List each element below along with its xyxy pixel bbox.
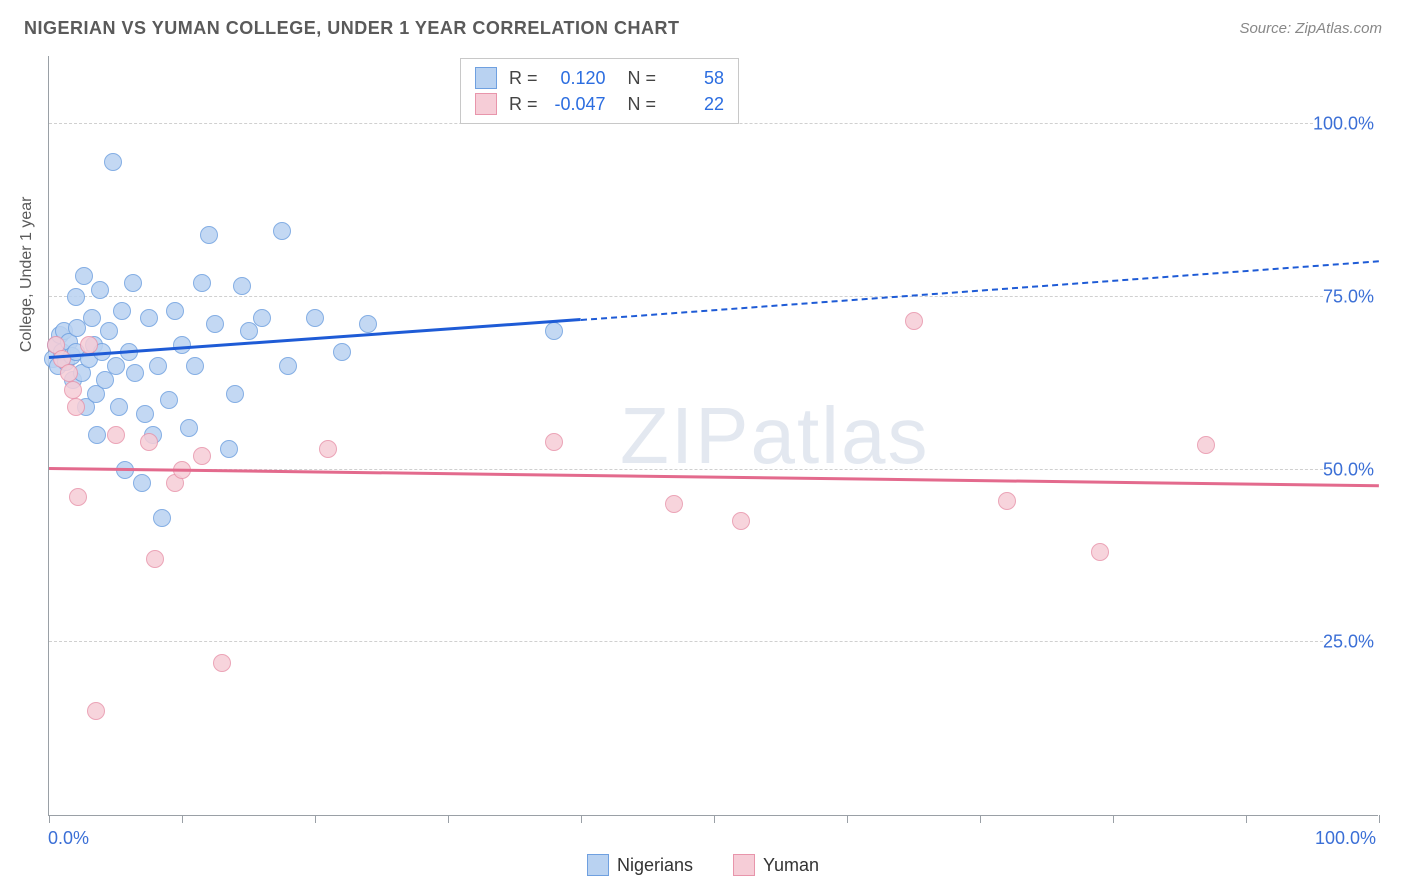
data-point (319, 440, 337, 458)
data-point (67, 288, 85, 306)
n-value: 22 (668, 94, 724, 115)
data-point (240, 322, 258, 340)
data-point (88, 426, 106, 444)
x-tick (182, 815, 183, 823)
data-point (306, 309, 324, 327)
data-point (126, 364, 144, 382)
correlation-legend: R = 0.120 N = 58 R = -0.047 N = 22 (460, 58, 739, 124)
data-point (193, 447, 211, 465)
data-point (67, 398, 85, 416)
r-label: R = (509, 68, 538, 89)
data-point (140, 309, 158, 327)
data-point (83, 309, 101, 327)
n-value: 58 (668, 68, 724, 89)
chart-title: NIGERIAN VS YUMAN COLLEGE, UNDER 1 YEAR … (24, 18, 680, 39)
source-credit: Source: ZipAtlas.com (1239, 20, 1382, 37)
data-point (253, 309, 271, 327)
data-point (153, 509, 171, 527)
data-point (359, 315, 377, 333)
data-point (905, 312, 923, 330)
data-point (60, 364, 78, 382)
y-tick-label: 100.0% (1313, 114, 1380, 135)
data-point (180, 419, 198, 437)
legend-label: Yuman (763, 855, 819, 876)
x-tick (581, 815, 582, 823)
data-point (998, 492, 1016, 510)
r-value: 0.120 (550, 68, 606, 89)
data-point (80, 336, 98, 354)
data-point (146, 550, 164, 568)
legend-swatch (733, 854, 755, 876)
data-point (64, 381, 82, 399)
chart-plot-area: 25.0% 50.0% 75.0% 100.0% (48, 56, 1378, 816)
data-point (166, 302, 184, 320)
data-point (273, 222, 291, 240)
data-point (732, 512, 750, 530)
data-point (107, 426, 125, 444)
n-label: N = (628, 94, 657, 115)
data-point (136, 405, 154, 423)
r-value: -0.047 (550, 94, 606, 115)
gridline (49, 641, 1378, 642)
data-point (113, 302, 131, 320)
trend-line (49, 467, 1379, 487)
x-axis-min-label: 0.0% (48, 828, 89, 849)
data-point (124, 274, 142, 292)
x-axis-max-label: 100.0% (1315, 828, 1376, 849)
legend-row: R = -0.047 N = 22 (475, 91, 724, 117)
data-point (100, 322, 118, 340)
data-point (104, 153, 122, 171)
data-point (545, 322, 563, 340)
data-point (200, 226, 218, 244)
legend-item: Yuman (733, 854, 819, 876)
x-tick (49, 815, 50, 823)
n-label: N = (628, 68, 657, 89)
legend-label: Nigerians (617, 855, 693, 876)
data-point (333, 343, 351, 361)
x-tick (1246, 815, 1247, 823)
legend-item: Nigerians (587, 854, 693, 876)
data-point (206, 315, 224, 333)
x-tick (448, 815, 449, 823)
x-tick (1113, 815, 1114, 823)
y-tick-label: 75.0% (1323, 286, 1380, 307)
x-tick (980, 815, 981, 823)
data-point (220, 440, 238, 458)
data-point (186, 357, 204, 375)
x-tick (714, 815, 715, 823)
data-point (226, 385, 244, 403)
data-point (133, 474, 151, 492)
series-legend: Nigerians Yuman (0, 854, 1406, 876)
x-tick (847, 815, 848, 823)
trend-line-extrapolated (581, 260, 1379, 321)
data-point (69, 488, 87, 506)
legend-swatch (587, 854, 609, 876)
data-point (213, 654, 231, 672)
gridline (49, 296, 1378, 297)
x-tick (315, 815, 316, 823)
data-point (87, 702, 105, 720)
data-point (107, 357, 125, 375)
data-point (665, 495, 683, 513)
data-point (110, 398, 128, 416)
y-axis-title: College, Under 1 year (18, 197, 36, 353)
data-point (545, 433, 563, 451)
y-tick-label: 25.0% (1323, 632, 1380, 653)
data-point (149, 357, 167, 375)
data-point (193, 274, 211, 292)
data-point (233, 277, 251, 295)
data-point (91, 281, 109, 299)
legend-row: R = 0.120 N = 58 (475, 65, 724, 91)
y-tick-label: 50.0% (1323, 459, 1380, 480)
x-tick (1379, 815, 1380, 823)
data-point (140, 433, 158, 451)
data-point (279, 357, 297, 375)
data-point (1197, 436, 1215, 454)
data-point (160, 391, 178, 409)
data-point (1091, 543, 1109, 561)
legend-swatch (475, 67, 497, 89)
r-label: R = (509, 94, 538, 115)
legend-swatch (475, 93, 497, 115)
data-point (75, 267, 93, 285)
